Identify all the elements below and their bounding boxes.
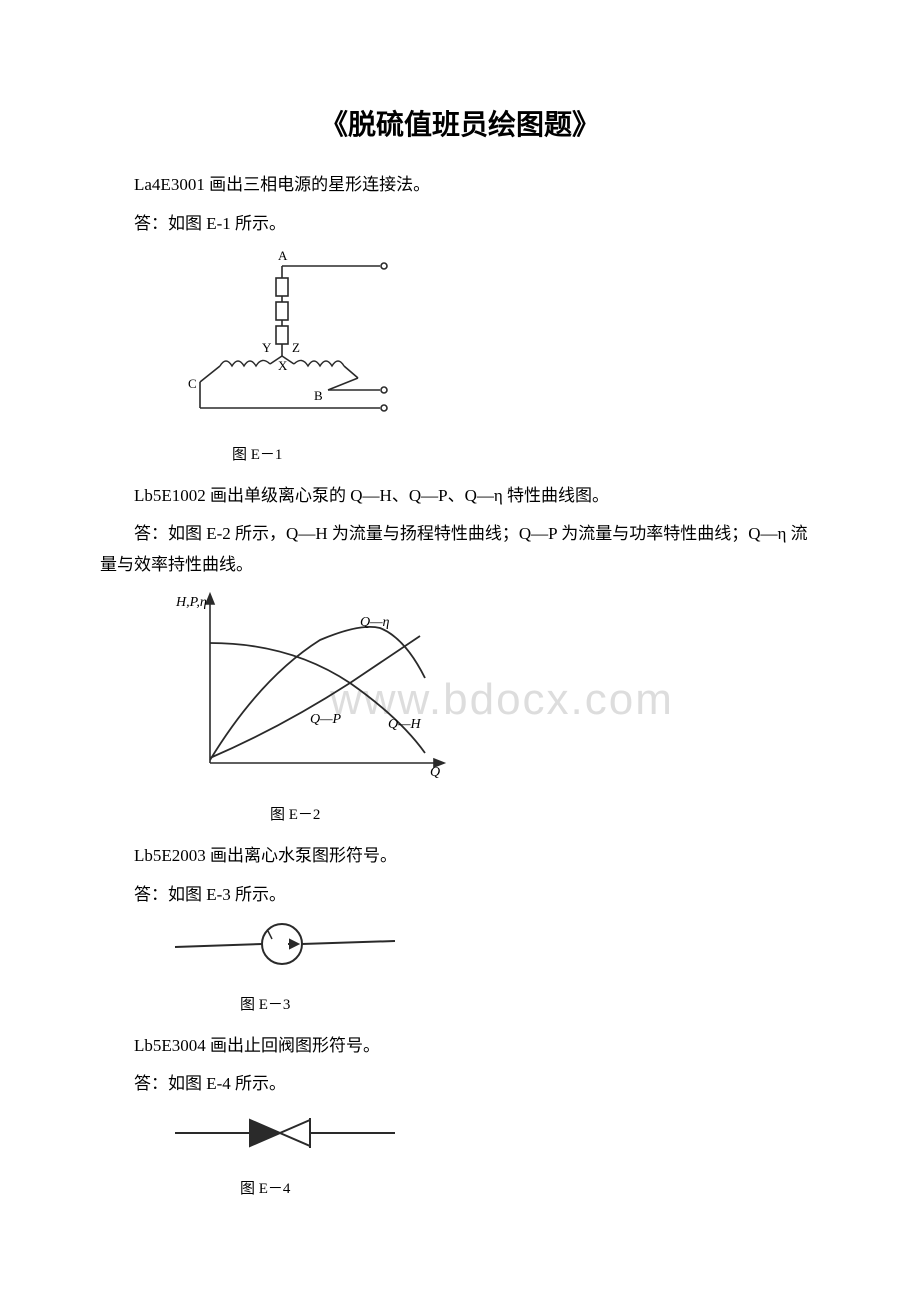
q1-question: 画出三相电源的星形连接法。	[209, 175, 430, 194]
q2-code: Lb5E1002	[134, 486, 206, 505]
q1-answer: 答：如图 E-1 所示。	[100, 209, 820, 240]
caption-e2: 图 E－2	[270, 802, 820, 829]
q2-line: Lb5E1002 画出单级离心泵的 Q—H、Q—P、Q—η 特性曲线图。	[100, 481, 820, 512]
q3-code: Lb5E2003	[134, 846, 206, 865]
page-title: 《脱硫值班员绘图题》	[100, 100, 820, 150]
fig1-label-a: A	[278, 248, 288, 263]
q1-code: La4E3001	[134, 175, 205, 194]
q2-question: 画出单级离心泵的 Q—H、Q—P、Q—η 特性曲线图。	[210, 486, 609, 505]
fig2-ylabel: H,P,η	[175, 595, 207, 610]
q1-line: La4E3001 画出三相电源的星形连接法。	[100, 170, 820, 201]
figure-e4: 图 E－4	[170, 1108, 820, 1203]
q3-question: 画出离心水泵图形符号。	[210, 846, 397, 865]
q2-answer: 答：如图 E-2 所示，Q—H 为流量与扬程特性曲线；Q—P 为流量与功率特性曲…	[100, 519, 820, 580]
fig2-qeta: Q—η	[360, 615, 390, 630]
q3-answer: 答：如图 E-3 所示。	[100, 880, 820, 911]
fig1-label-b: B	[314, 388, 323, 403]
q4-question: 画出止回阀图形符号。	[210, 1036, 380, 1055]
fig2-xlabel: Q	[430, 765, 440, 780]
caption-e4: 图 E－4	[240, 1176, 820, 1203]
fig2-qh: Q—H	[388, 717, 422, 732]
caption-e3: 图 E－3	[240, 992, 820, 1019]
fig1-label-c: C	[188, 376, 197, 391]
q3-line: Lb5E2003 画出离心水泵图形符号。	[100, 841, 820, 872]
fig2-qp: Q—P	[310, 712, 342, 727]
q4-answer: 答：如图 E-4 所示。	[100, 1069, 820, 1100]
figure-e2: H,P,η Q Q—η Q—P Q—H 图 E－2	[170, 588, 820, 829]
fig1-label-y: Y	[262, 340, 272, 355]
q4-line: Lb5E3004 画出止回阀图形符号。	[100, 1031, 820, 1062]
fig1-label-x: X	[278, 358, 288, 373]
fig1-label-z: Z	[292, 340, 300, 355]
caption-e1: 图 E－1	[232, 442, 820, 469]
q4-code: Lb5E3004	[134, 1036, 206, 1055]
figure-e1: A Y Z X C B 图 E－1	[170, 248, 820, 469]
figure-e3: 图 E－3	[170, 919, 820, 1019]
